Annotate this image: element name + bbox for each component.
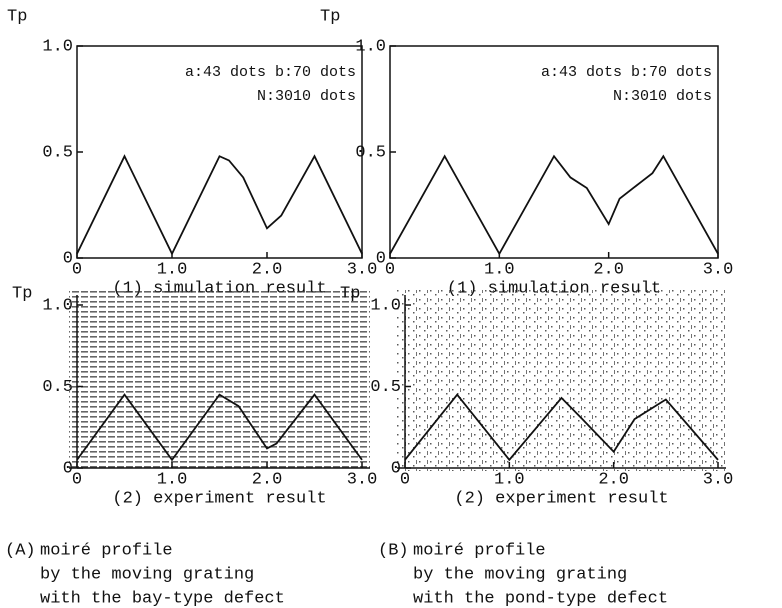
y-tick-label: 0.5 <box>42 143 73 162</box>
y-tick-label: 1.0 <box>42 37 73 56</box>
caption-line: by the moving grating <box>40 565 254 584</box>
x-tick-label: 2.0 <box>252 470 283 489</box>
x-tick-label: 2.0 <box>598 470 629 489</box>
y-tick-label: 0.5 <box>370 378 401 397</box>
x-tick-label: 0 <box>385 260 395 279</box>
caption-line: moiré profile <box>40 541 173 560</box>
y-axis-label: Tp <box>12 284 32 303</box>
figure: (A) moiré profile by the moving grating … <box>0 0 782 608</box>
x-tick-label: 3.0 <box>347 260 378 279</box>
annotation: a:43 dots b:70 dots <box>541 64 712 81</box>
x-tick-label: 2.0 <box>252 260 283 279</box>
caption-line: with the pond-type defect <box>413 589 668 608</box>
panel-caption: (2) experiment result <box>454 489 668 508</box>
annotation: N:3010 dots <box>613 88 712 105</box>
x-tick-label: 1.0 <box>157 470 188 489</box>
annotation: a:43 dots b:70 dots <box>185 64 356 81</box>
profile-line <box>77 156 362 254</box>
x-tick-label: 0 <box>72 470 82 489</box>
caption-line: moiré profile <box>413 541 546 560</box>
x-tick-label: 1.0 <box>157 260 188 279</box>
x-tick-label: 3.0 <box>347 470 378 489</box>
y-tick-label: 1.0 <box>370 296 401 315</box>
x-tick-label: 3.0 <box>703 260 734 279</box>
x-tick-label: 3.0 <box>703 470 734 489</box>
y-tick-label: 1.0 <box>42 296 73 315</box>
x-tick-label: 1.0 <box>494 470 525 489</box>
texture <box>397 290 726 471</box>
y-axis-label: Tp <box>7 7 27 26</box>
y-axis-label: Tp <box>320 7 340 26</box>
annotation: N:3010 dots <box>257 88 356 105</box>
caption-label: (B) <box>378 541 409 560</box>
caption-line: with the bay-type defect <box>40 589 285 608</box>
texture <box>69 290 370 471</box>
x-tick-label: 0 <box>72 260 82 279</box>
x-tick-label: 0 <box>400 470 410 489</box>
caption-label: (A) <box>5 541 36 560</box>
x-tick-label: 1.0 <box>484 260 515 279</box>
profile-line <box>390 156 718 254</box>
caption-line: by the moving grating <box>413 565 627 584</box>
x-tick-label: 2.0 <box>593 260 624 279</box>
y-tick-label: 1.0 <box>355 37 386 56</box>
y-tick-label: 0.5 <box>42 378 73 397</box>
panel-caption: (2) experiment result <box>112 489 326 508</box>
y-tick-label: 0.5 <box>355 143 386 162</box>
y-axis-label: Tp <box>340 284 360 303</box>
